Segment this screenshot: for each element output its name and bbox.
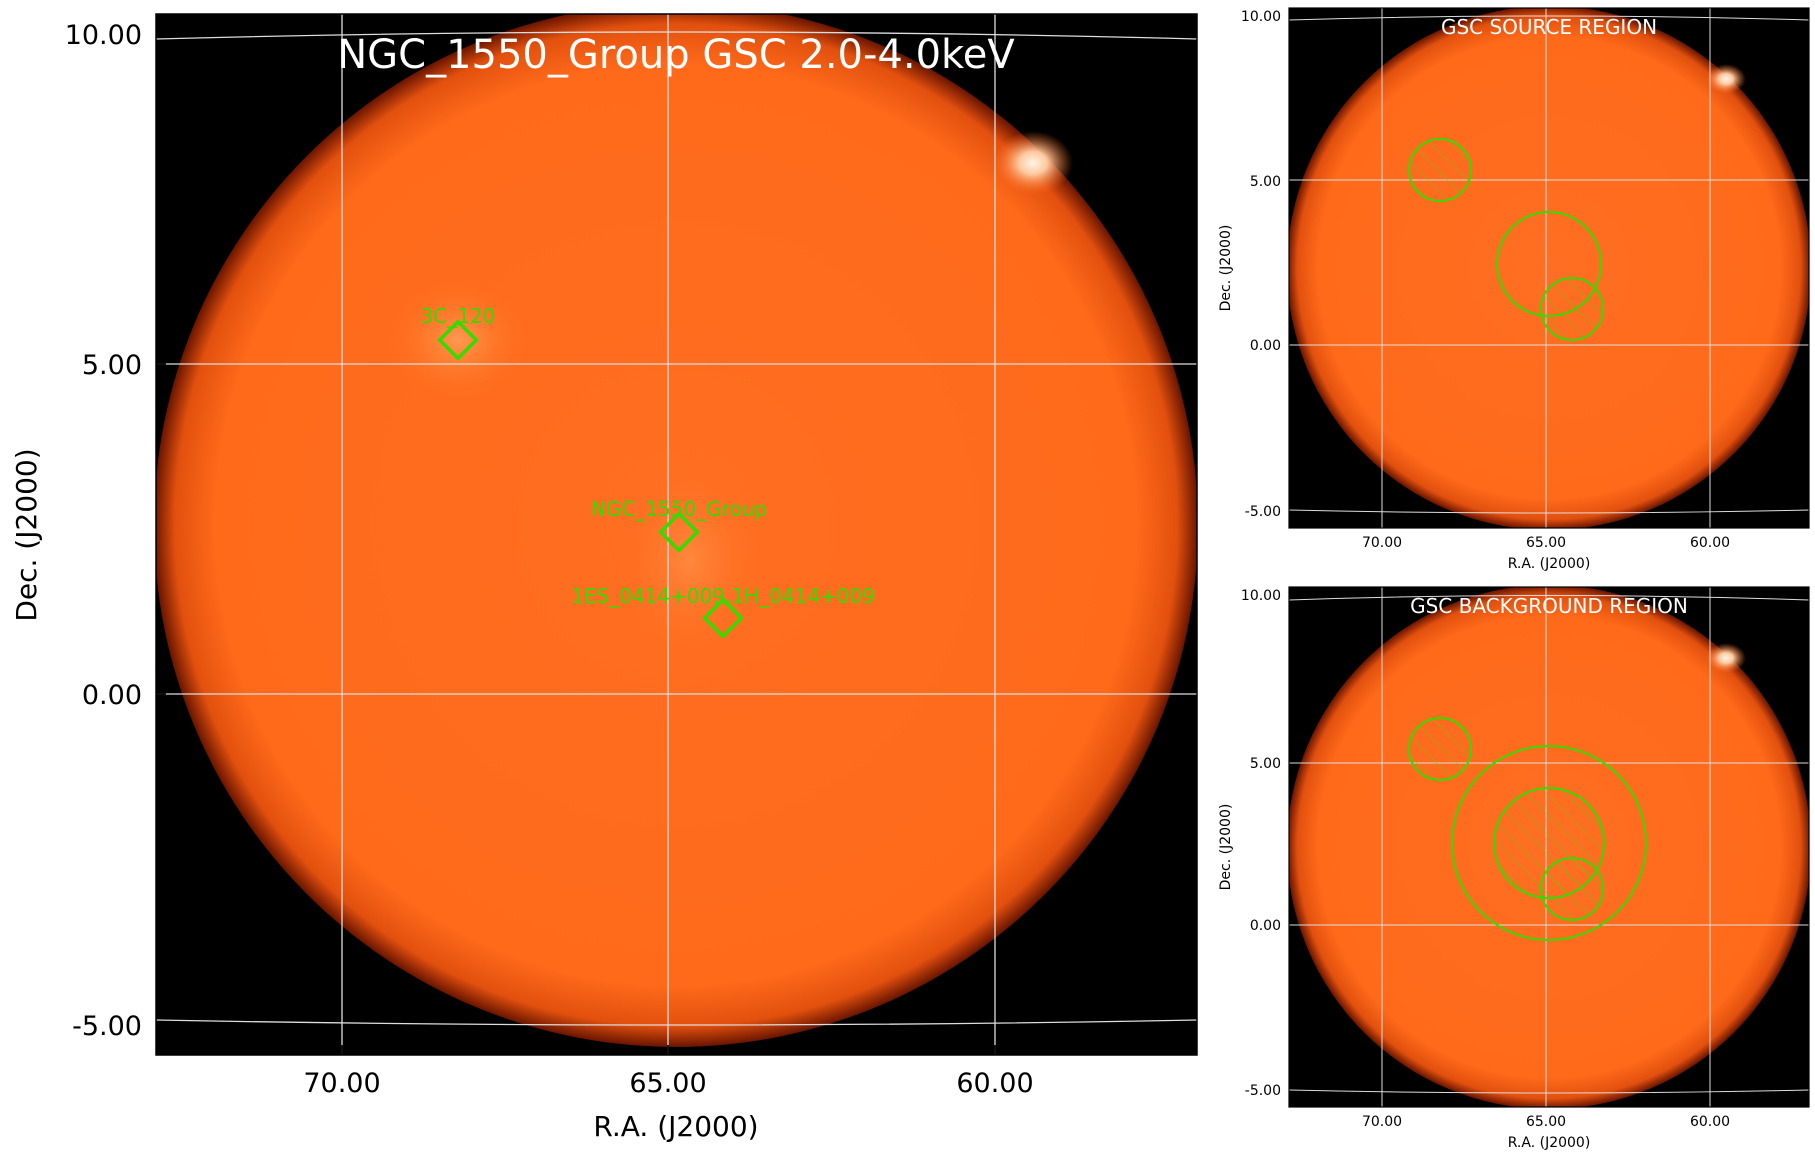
bkg-frame bbox=[1288, 586, 1810, 1108]
bkg-bright-spot bbox=[1706, 643, 1746, 673]
src-y-axis-label: Dec. (J2000) bbox=[1218, 225, 1234, 312]
bkg-region-annulus-outer bbox=[1451, 745, 1647, 941]
main-3c120-glow bbox=[383, 275, 533, 405]
main-xtick-label: 70.00 bbox=[303, 1068, 380, 1099]
source-marker bbox=[702, 597, 744, 639]
bkg-xtick-label: 65.00 bbox=[1526, 1114, 1566, 1130]
bkg-ytick-label: -5.00 bbox=[1245, 1083, 1281, 1099]
source-3c120: 3C_120 bbox=[421, 304, 496, 361]
src-xtick-label: 70.00 bbox=[1362, 535, 1402, 551]
main-xtick-label: 65.00 bbox=[629, 1068, 706, 1099]
bkg-xtick-label: 60.00 bbox=[1690, 1114, 1730, 1130]
bkg-region-3c120 bbox=[1408, 717, 1472, 781]
src-title: GSC SOURCE REGION bbox=[1441, 15, 1657, 39]
src-field-disk bbox=[1289, 8, 1809, 528]
src-frame bbox=[1288, 7, 1810, 529]
main-bright-spot bbox=[993, 131, 1073, 195]
bkg-ytick-label: 0.00 bbox=[1250, 918, 1281, 934]
source-marker bbox=[658, 511, 700, 553]
bkg-ytick-label: 10.00 bbox=[1241, 588, 1281, 604]
src-region-3c120 bbox=[1408, 138, 1472, 202]
source-label-1es0414: 1ES_0414+009,1H_0414+009 bbox=[571, 584, 875, 608]
background-region-panel: GSC BACKGROUND REGION 70.00 65.00 60.00 … bbox=[1218, 586, 1810, 1151]
src-ytick-label: -5.00 bbox=[1245, 504, 1281, 520]
source-marker bbox=[437, 319, 479, 361]
source-1es0414: 1ES_0414+009,1H_0414+009 bbox=[571, 584, 875, 639]
source-region-panel: GSC SOURCE REGION 70.00 65.00 60.00 10.0… bbox=[1218, 7, 1810, 572]
main-ytick-label: 0.00 bbox=[82, 680, 142, 711]
source-label-3c120: 3C_120 bbox=[421, 304, 496, 328]
main-ticks bbox=[156, 33, 996, 1055]
src-xtick-label: 60.00 bbox=[1690, 535, 1730, 551]
main-group-glow bbox=[610, 450, 770, 670]
source-ngc1550: NGC_1550_Group bbox=[591, 497, 767, 553]
main-ytick-label: 10.00 bbox=[65, 20, 142, 51]
src-ytick-label: 10.00 bbox=[1241, 9, 1281, 25]
bkg-x-axis-label: R.A. (J2000) bbox=[1508, 1135, 1591, 1151]
main-x-axis-label: R.A. (J2000) bbox=[593, 1110, 758, 1143]
main-frame bbox=[155, 13, 1198, 1056]
src-ytick-label: 5.00 bbox=[1250, 174, 1281, 190]
bkg-title: GSC BACKGROUND REGION bbox=[1410, 594, 1688, 618]
src-ytick-label: 0.00 bbox=[1250, 338, 1281, 354]
bkg-y-axis-label: Dec. (J2000) bbox=[1218, 804, 1234, 891]
src-region-1es0414 bbox=[1540, 277, 1604, 341]
main-title: NGC_1550_Group GSC 2.0-4.0keV bbox=[337, 32, 1015, 78]
main-ytick-label: 5.00 bbox=[82, 350, 142, 381]
main-panel: 3C_120 NGC_1550_Group 1ES_0414+009,1H_04… bbox=[10, 13, 1198, 1143]
bkg-xtick-label: 70.00 bbox=[1362, 1114, 1402, 1130]
source-label-ngc1550: NGC_1550_Group bbox=[591, 497, 767, 521]
bkg-region-1es0414 bbox=[1540, 857, 1604, 921]
bkg-ytick-label: 5.00 bbox=[1250, 756, 1281, 772]
main-grid bbox=[156, 14, 1197, 1055]
src-xtick-label: 65.00 bbox=[1526, 535, 1566, 551]
main-y-axis-label: Dec. (J2000) bbox=[10, 448, 43, 621]
src-bright-spot bbox=[1706, 64, 1746, 94]
src-grid bbox=[1289, 8, 1809, 528]
main-xtick-label: 60.00 bbox=[956, 1068, 1033, 1099]
src-x-axis-label: R.A. (J2000) bbox=[1508, 556, 1591, 572]
main-ytick-label: -5.00 bbox=[72, 1011, 142, 1042]
